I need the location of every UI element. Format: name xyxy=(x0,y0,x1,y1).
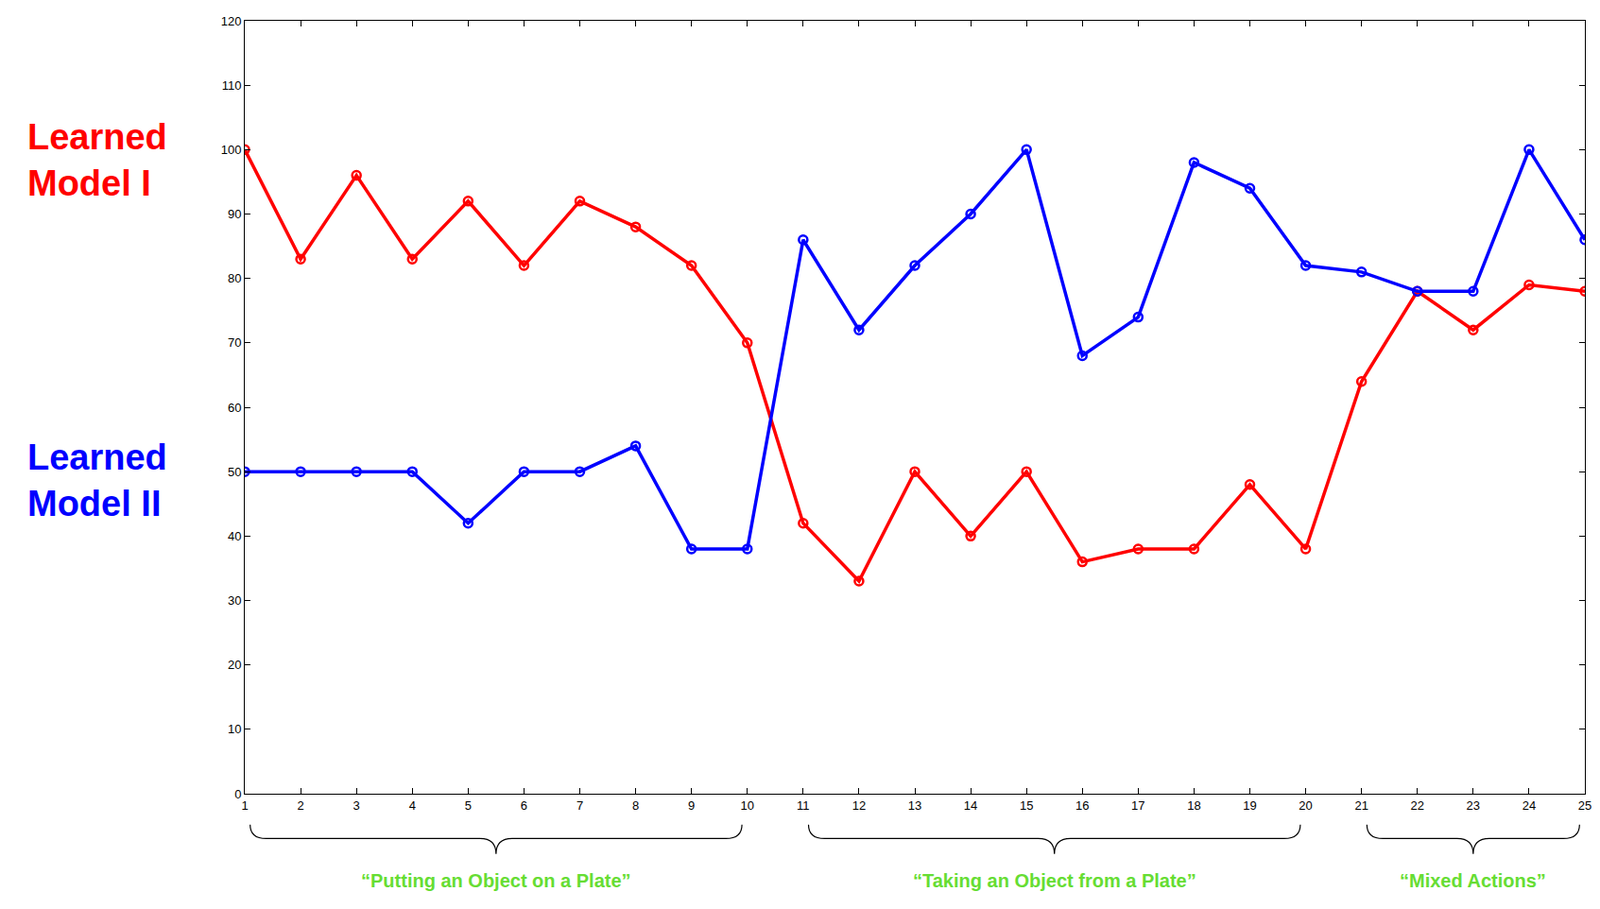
svg-text:60: 60 xyxy=(227,400,241,415)
svg-text:5: 5 xyxy=(464,798,472,813)
svg-text:10: 10 xyxy=(227,722,241,737)
svg-text:LearnedModel I: LearnedModel I xyxy=(27,117,168,204)
svg-text:70: 70 xyxy=(227,335,241,350)
svg-text:2: 2 xyxy=(296,798,304,813)
svg-text:12: 12 xyxy=(852,798,866,813)
svg-text:100: 100 xyxy=(221,142,242,157)
svg-text:19: 19 xyxy=(1242,798,1256,813)
svg-text:16: 16 xyxy=(1075,798,1089,813)
svg-text:“Mixed Actions”: “Mixed Actions” xyxy=(1399,870,1547,892)
svg-text:80: 80 xyxy=(227,271,241,286)
svg-text:7: 7 xyxy=(576,798,584,813)
svg-text:4: 4 xyxy=(409,798,416,813)
svg-text:1: 1 xyxy=(240,798,248,813)
svg-text:21: 21 xyxy=(1354,798,1368,813)
svg-text:30: 30 xyxy=(227,593,241,608)
svg-text:22: 22 xyxy=(1410,798,1425,813)
svg-text:25: 25 xyxy=(1578,798,1592,813)
svg-text:14: 14 xyxy=(963,798,978,813)
svg-text:11: 11 xyxy=(796,798,810,813)
svg-text:24: 24 xyxy=(1522,798,1536,813)
svg-text:0: 0 xyxy=(234,787,241,802)
svg-text:110: 110 xyxy=(222,78,242,93)
svg-text:17: 17 xyxy=(1131,798,1145,813)
svg-text:13: 13 xyxy=(908,798,922,813)
svg-text:9: 9 xyxy=(688,798,695,813)
svg-text:15: 15 xyxy=(1019,798,1033,813)
svg-text:6: 6 xyxy=(520,798,528,813)
svg-text:23: 23 xyxy=(1466,798,1480,813)
svg-text:LearnedModel II: LearnedModel II xyxy=(27,437,168,524)
svg-text:18: 18 xyxy=(1187,798,1201,813)
svg-text:20: 20 xyxy=(1298,798,1312,813)
svg-text:120: 120 xyxy=(221,14,242,29)
svg-text:8: 8 xyxy=(632,798,639,813)
svg-text:90: 90 xyxy=(227,206,241,222)
svg-text:“Putting an Object on a Plate”: “Putting an Object on a Plate” xyxy=(361,870,632,892)
svg-text:“Taking an Object from a Plate: “Taking an Object from a Plate” xyxy=(912,870,1197,892)
svg-text:3: 3 xyxy=(353,798,361,813)
svg-text:10: 10 xyxy=(740,798,755,813)
svg-text:40: 40 xyxy=(227,529,241,544)
svg-text:50: 50 xyxy=(227,464,241,480)
svg-text:20: 20 xyxy=(227,657,241,672)
